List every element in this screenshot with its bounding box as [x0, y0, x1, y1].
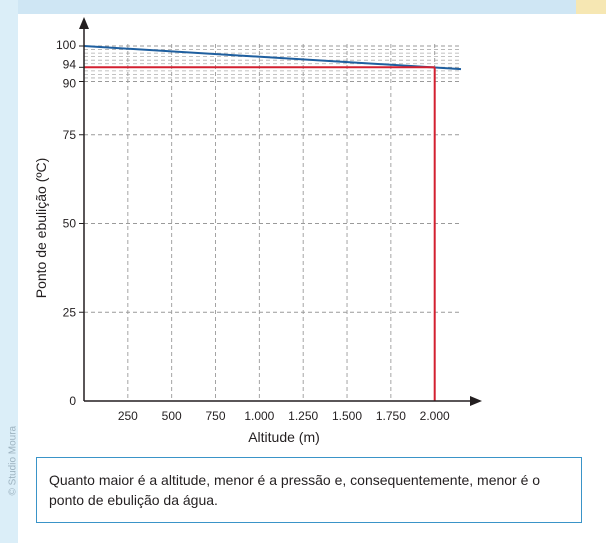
boiling-point-chart: 0 25 50 75 90 94 100 250 500 750 1.000 1.250 1.500 1.… — [33, 17, 482, 445]
y-tick-label: 94 — [63, 57, 77, 71]
y-tick-label: 90 — [63, 77, 77, 91]
series-layer — [83, 45, 462, 401]
x-tick-label: 1.750 — [376, 409, 406, 423]
x-axis-arrow — [470, 396, 482, 406]
x-tick-label: 250 — [118, 409, 138, 423]
x-tick-label: 1.250 — [288, 409, 318, 423]
x-tick-label: 1.000 — [244, 409, 274, 423]
caption-text: Quanto maior é a altitude, menor é a pre… — [49, 472, 541, 508]
grid-layer — [84, 44, 461, 401]
left-margin-strip — [0, 0, 18, 543]
boiling-point-line — [83, 45, 462, 71]
tick-labels: 0 25 50 75 90 94 100 250 500 750 1.000 1.250 1.500 1.… — [56, 38, 450, 423]
top-band — [0, 0, 606, 14]
caption-box: Quanto maior é a altitude, menor é a pre… — [36, 457, 582, 523]
y-tick-label: 75 — [63, 128, 77, 142]
y-axis-arrow — [79, 17, 89, 29]
x-tick-label: 1.500 — [332, 409, 362, 423]
x-tick-label: 750 — [205, 409, 225, 423]
y-tick-label: 100 — [56, 38, 76, 52]
y-tick-label: 25 — [63, 305, 77, 319]
axis-layer — [79, 17, 482, 406]
x-tick-label: 500 — [162, 409, 182, 423]
y-axis-label: Ponto de ebulição (ºC) — [33, 158, 49, 299]
y-tick-label: 50 — [63, 217, 77, 231]
x-axis-label: Altitude (m) — [248, 429, 320, 445]
top-accent — [576, 0, 606, 14]
x-tick-label: 2.000 — [420, 409, 450, 423]
y-tick-label: 0 — [69, 394, 76, 408]
